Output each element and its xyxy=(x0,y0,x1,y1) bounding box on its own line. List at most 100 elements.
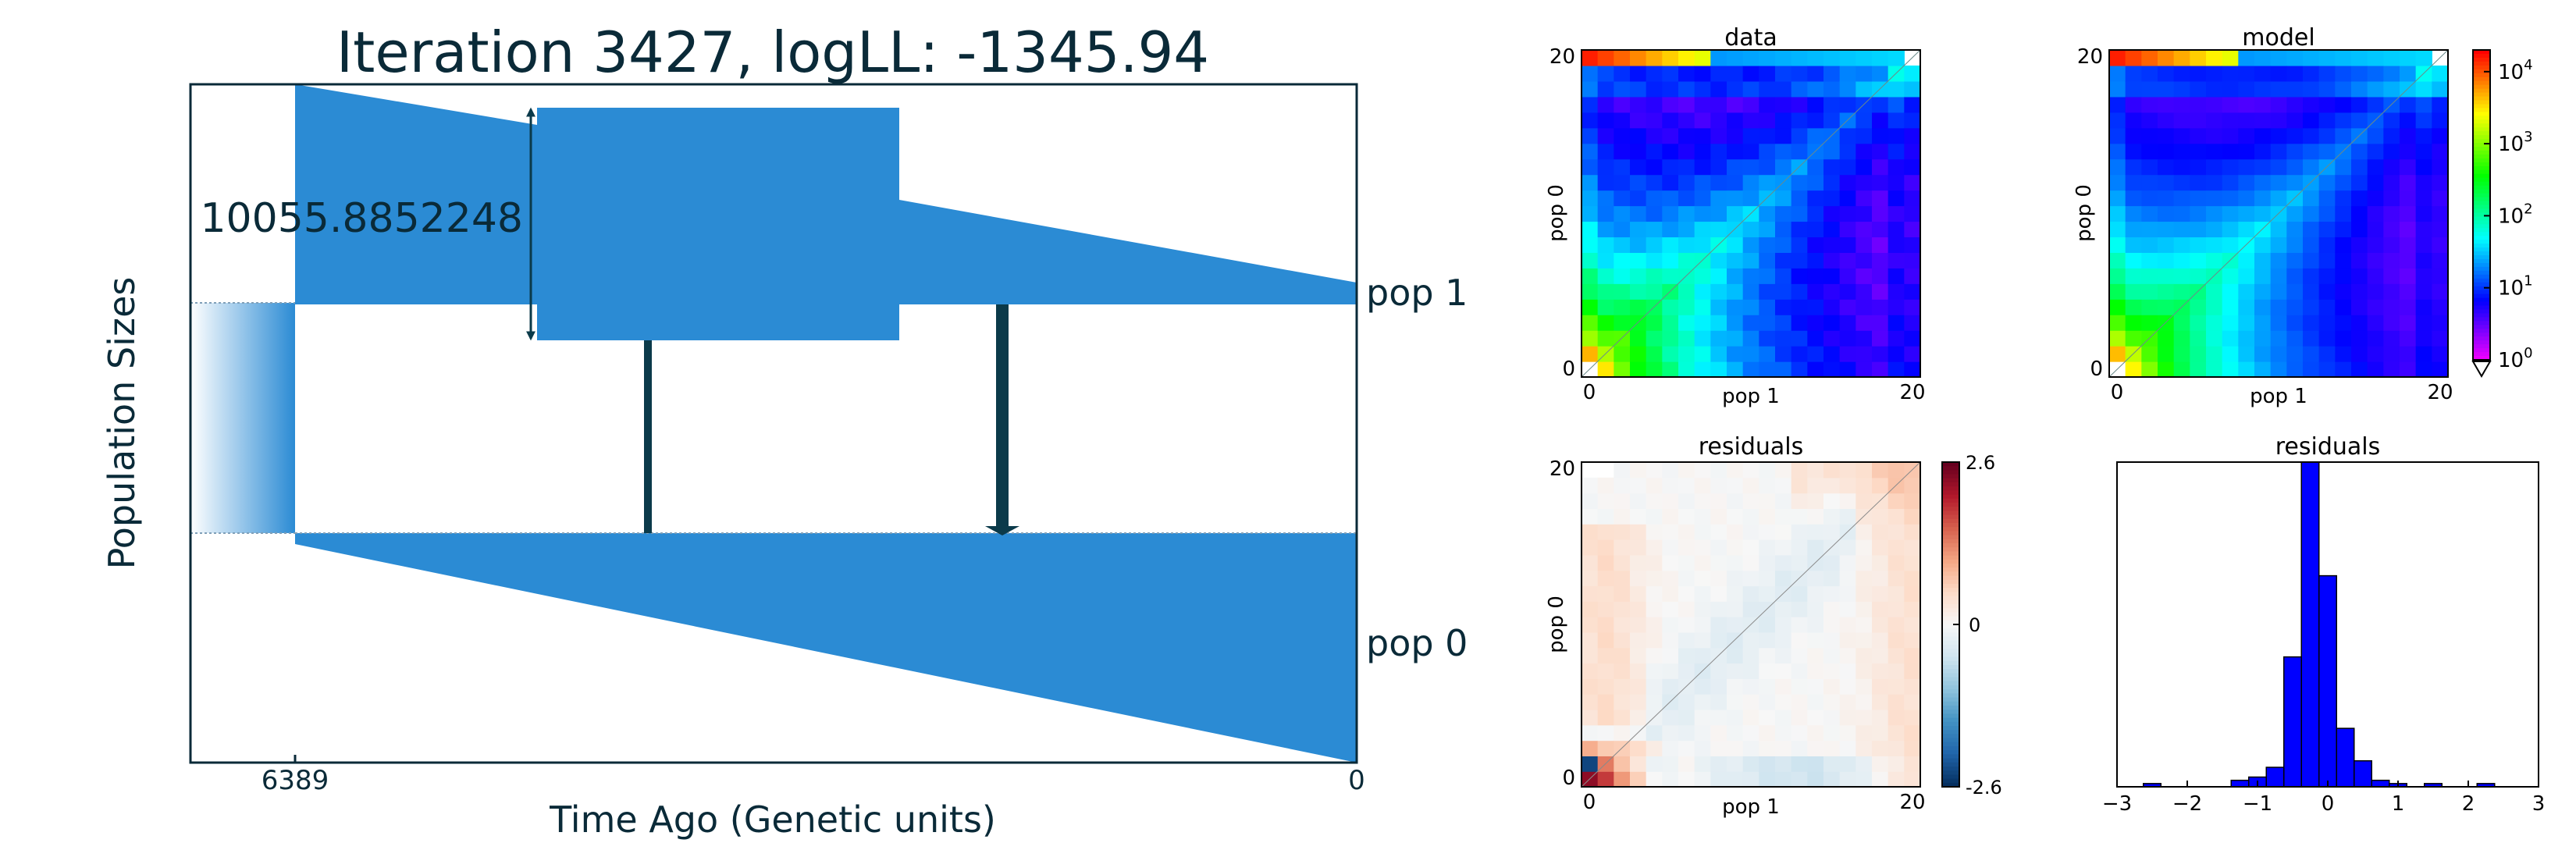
residual-cell xyxy=(1759,493,1776,510)
residual-cell xyxy=(1791,694,1808,710)
colorbar-cell xyxy=(2473,61,2490,66)
heatmap-cell xyxy=(2125,283,2142,300)
residual-cell xyxy=(1630,462,1647,478)
residual-cell xyxy=(1904,647,1921,664)
residual-cell xyxy=(1678,477,1695,494)
data-ytick-0: 0 xyxy=(1562,357,1575,381)
residual-cell xyxy=(1678,508,1695,525)
residual-colorbar-cells xyxy=(1942,462,1959,788)
heatmap-cell xyxy=(1759,330,1776,347)
heatmap-cell xyxy=(1694,346,1711,362)
colorbar-cell xyxy=(2473,139,2490,144)
residual-cell xyxy=(1678,570,1695,587)
heatmap-cell xyxy=(1856,143,1873,160)
residual-cell xyxy=(1630,647,1647,664)
heatmap-cell xyxy=(2238,315,2255,331)
heatmap-cell xyxy=(1678,65,1695,82)
residual-cell xyxy=(1759,756,1776,772)
colorbar-cell xyxy=(2473,69,2490,74)
heatmap-cell xyxy=(2206,315,2223,331)
colorbar-cell xyxy=(2473,177,2490,183)
heatmap-cell xyxy=(2351,221,2368,238)
heatmap-cell xyxy=(1742,127,1759,144)
heatmap-cell xyxy=(1597,143,1614,160)
heatmap-cell xyxy=(1872,112,1889,129)
heatmap-cell xyxy=(1710,205,1727,222)
colorbar-cell xyxy=(2473,197,2490,202)
heatmap-cell xyxy=(1582,143,1599,160)
colorbar-cell xyxy=(2473,286,2490,291)
residual-cell xyxy=(1646,678,1663,695)
heatmap-cell xyxy=(1630,80,1647,98)
heatmap-cell xyxy=(2400,361,2417,378)
heatmap-cell xyxy=(2158,268,2175,284)
residual-cell xyxy=(1759,554,1776,571)
heatmap-cell xyxy=(2125,252,2142,269)
heatmap-cell xyxy=(2415,283,2432,300)
residual-cell xyxy=(1727,647,1744,664)
residual-cell xyxy=(1662,740,1679,756)
heatmap-cell xyxy=(1742,190,1759,207)
residual-cell xyxy=(1839,740,1856,756)
heatmap-cell xyxy=(1662,205,1679,222)
residual-cell xyxy=(1823,724,1841,742)
heatmap-cell xyxy=(2206,158,2223,176)
heatmap-cell xyxy=(1839,299,1856,315)
residual-cell xyxy=(1662,663,1679,679)
heatmap-cell xyxy=(1839,330,1856,347)
heatmap-cell xyxy=(1582,252,1599,269)
heatmap-cell xyxy=(1823,158,1841,176)
heatmap-cell xyxy=(1823,50,1841,66)
colorbar-cell xyxy=(2473,325,2490,330)
residual-cell xyxy=(1678,694,1695,710)
heatmap-cell xyxy=(2141,268,2158,284)
heatmap-cell xyxy=(2190,50,2207,66)
residual-cell xyxy=(1807,631,1824,649)
heatmap-cell xyxy=(1823,252,1841,269)
colorbar-cell xyxy=(2473,65,2490,70)
heatmap-cell xyxy=(2383,237,2400,253)
heatmap-cell xyxy=(1678,127,1695,144)
residual-cell xyxy=(1742,771,1759,788)
heatmap-cell xyxy=(2125,315,2142,331)
heatmap-cell xyxy=(2351,268,2368,284)
heatmap-cell xyxy=(2173,221,2190,238)
residual-cell xyxy=(1791,678,1808,695)
residual-cell xyxy=(1597,631,1614,649)
residual-cell xyxy=(1888,631,1905,649)
heatmap-cell xyxy=(2141,283,2158,300)
heatmap-cell xyxy=(2222,346,2239,362)
residual-cell xyxy=(1742,694,1759,710)
heatmap-cell xyxy=(2238,361,2255,378)
heatmap-cell xyxy=(1646,65,1663,82)
heatmap-cell xyxy=(1630,143,1647,160)
residual-cell xyxy=(1823,554,1841,571)
heatmap-cell xyxy=(2270,190,2287,207)
heatmap-cell xyxy=(1646,346,1663,362)
heatmap-cell xyxy=(2206,80,2223,98)
residual-cell xyxy=(1727,554,1744,571)
heatmap-cell xyxy=(1630,221,1647,238)
heatmap-cell xyxy=(2351,330,2368,347)
heatmap-cell xyxy=(2415,158,2432,176)
heatmap-cell xyxy=(2415,315,2432,331)
heatmap-cell xyxy=(1597,237,1614,253)
heatmap-cell xyxy=(2335,127,2352,144)
heatmap-cell xyxy=(2125,330,2142,347)
colorbar-cell xyxy=(2473,274,2490,279)
heatmap-cell xyxy=(1727,96,1744,113)
residual-cell xyxy=(1710,663,1727,679)
heatmap-cell xyxy=(1872,143,1889,160)
heatmap-cell xyxy=(1791,346,1808,362)
heatmap-cell xyxy=(2400,112,2417,129)
heatmap-cell xyxy=(2286,205,2304,222)
residual-colorbar: 2.6 0 -2.6 xyxy=(1941,452,2002,799)
colorbar-cell xyxy=(1942,490,1959,496)
residual-cell xyxy=(1646,570,1663,587)
heatmap-cell xyxy=(2400,252,2417,269)
model-ylabel: Population Sizes xyxy=(101,277,143,570)
heatmap-cell xyxy=(1904,221,1921,238)
residual-cell xyxy=(1872,663,1889,679)
colorbar-cell xyxy=(2473,348,2490,353)
heatmap-cell xyxy=(2383,361,2400,378)
